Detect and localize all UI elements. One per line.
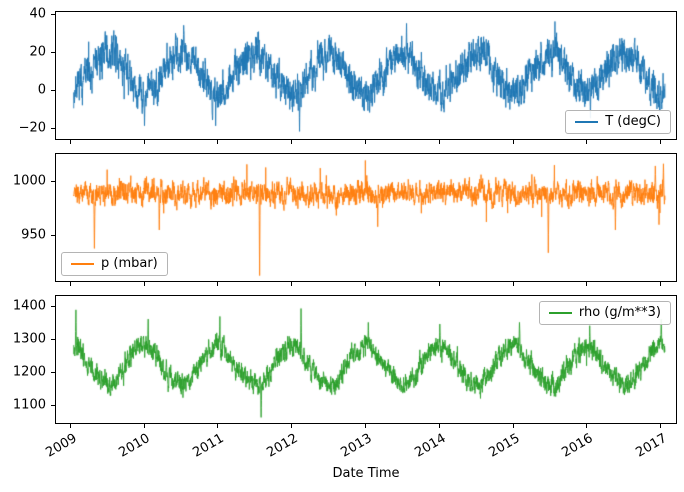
temperature-legend-label: T (degC) xyxy=(605,114,661,129)
y-tick-label: 1300 xyxy=(12,331,46,347)
density-legend: rho (g/m**3) xyxy=(538,301,671,325)
x-tick-mark xyxy=(586,424,588,428)
y-tick-mark xyxy=(51,404,55,406)
x-tick-mark xyxy=(69,424,71,428)
pressure-legend: p (mbar) xyxy=(61,252,168,276)
x-tick-mark xyxy=(291,424,293,428)
y-tick-mark xyxy=(51,181,55,183)
x-tick-mark xyxy=(365,140,366,144)
temperature-legend-line-icon xyxy=(575,121,599,123)
x-tick-mark xyxy=(217,282,219,286)
pressure-legend-line-icon xyxy=(71,263,94,265)
x-tick-label: 2013 xyxy=(338,431,375,461)
y-tick-label: −20 xyxy=(18,120,46,136)
x-tick-label: 2015 xyxy=(485,431,523,461)
x-tick-mark xyxy=(143,140,145,144)
x-tick-mark xyxy=(512,282,514,286)
x-tick-label: 2014 xyxy=(412,431,449,461)
y-tick-label: 1200 xyxy=(12,364,46,380)
x-tick-mark xyxy=(660,424,662,428)
y-tick-mark xyxy=(51,371,55,373)
x-tick-mark xyxy=(291,140,293,144)
pressure-legend-label: p (mbar) xyxy=(101,256,158,271)
density-legend-line-icon xyxy=(548,312,572,314)
x-tick-mark xyxy=(143,282,145,286)
y-tick-mark xyxy=(51,89,55,91)
y-tick-label: 40 xyxy=(29,6,46,22)
y-tick-mark xyxy=(51,338,55,340)
y-tick-label: 0 xyxy=(37,82,46,98)
x-tick-mark xyxy=(365,282,366,286)
y-tick-mark xyxy=(51,235,55,237)
subplot-temperature: T (degC) xyxy=(55,11,677,140)
x-tick-mark xyxy=(438,424,440,428)
y-tick-label: 950 xyxy=(21,227,46,243)
subplot-density: rho (g/m**3) xyxy=(55,295,677,424)
x-tick-mark xyxy=(438,140,440,144)
y-tick-mark xyxy=(51,51,55,53)
y-tick-label: 1400 xyxy=(12,298,46,314)
x-axis-label: Date Time xyxy=(332,466,400,481)
subplot-pressure: p (mbar) xyxy=(55,153,677,282)
x-tick-label: 2012 xyxy=(264,431,301,461)
y-tick-mark xyxy=(51,305,55,307)
y-tick-mark xyxy=(51,127,55,129)
y-tick-label: 1000 xyxy=(12,173,46,189)
temperature-legend: T (degC) xyxy=(565,110,671,134)
x-tick-mark xyxy=(69,282,71,286)
x-tick-mark xyxy=(217,140,219,144)
x-tick-label: 2011 xyxy=(190,431,227,461)
x-tick-mark xyxy=(143,424,145,428)
x-tick-label: 2010 xyxy=(116,431,154,461)
x-tick-mark xyxy=(438,282,440,286)
x-tick-mark xyxy=(365,424,366,428)
x-tick-mark xyxy=(660,140,662,144)
x-tick-mark xyxy=(512,424,514,428)
y-tick-label: 1100 xyxy=(12,397,46,413)
x-tick-mark xyxy=(660,282,662,286)
density-legend-label: rho (g/m**3) xyxy=(578,305,661,320)
x-tick-label: 2009 xyxy=(43,431,80,461)
x-tick-mark xyxy=(291,282,293,286)
x-tick-mark xyxy=(586,282,588,286)
y-tick-label: 20 xyxy=(29,44,46,60)
x-tick-mark xyxy=(512,140,514,144)
x-tick-label: 2017 xyxy=(633,431,670,461)
x-tick-mark xyxy=(586,140,588,144)
x-tick-label: 2016 xyxy=(559,431,596,461)
x-tick-mark xyxy=(217,424,219,428)
x-tick-mark xyxy=(69,140,71,144)
y-tick-mark xyxy=(51,13,55,15)
